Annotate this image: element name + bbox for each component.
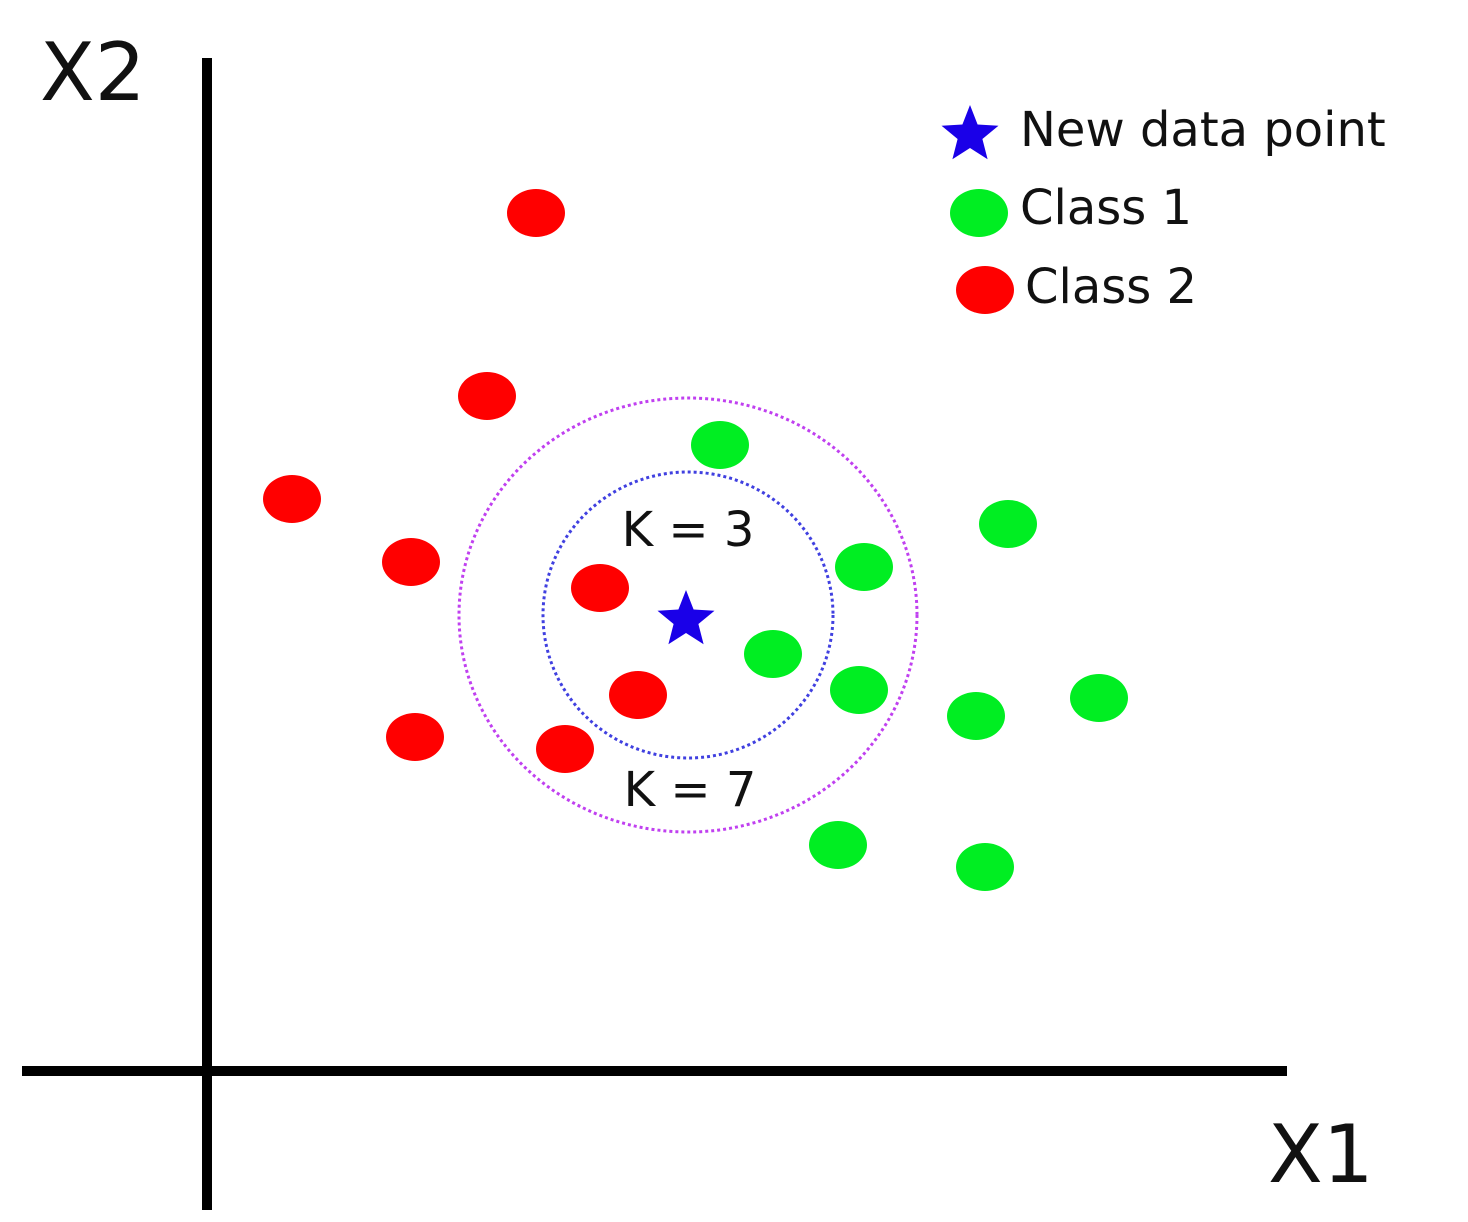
x-axis-title: X1 xyxy=(1268,1108,1374,1201)
class-2-point xyxy=(382,538,440,586)
class-1-point xyxy=(979,500,1037,548)
k7-label: K = 7 xyxy=(624,762,757,818)
class-1-point xyxy=(956,843,1014,891)
class-2-point xyxy=(609,671,667,719)
legend-swatch xyxy=(950,189,1008,237)
new-data-point xyxy=(657,590,715,645)
class-1-points xyxy=(691,421,1128,891)
class-1-point xyxy=(744,630,802,678)
class-1-point xyxy=(691,421,749,469)
legend-label: New data point xyxy=(1020,102,1386,158)
legend-star xyxy=(941,105,999,160)
y-axis-title: X2 xyxy=(40,26,146,119)
class-2-points xyxy=(263,189,667,773)
k3-circle xyxy=(541,470,835,760)
class-2-point xyxy=(536,725,594,773)
legend-label: Class 2 xyxy=(1025,259,1197,315)
class-2-point xyxy=(386,713,444,761)
k3-label: K = 3 xyxy=(622,502,755,558)
k7-circle xyxy=(457,396,919,834)
class-1-point xyxy=(809,821,867,869)
class-2-point xyxy=(507,189,565,237)
legend-swatch xyxy=(956,266,1014,314)
class-1-point xyxy=(947,692,1005,740)
legend: New data point Class 1 Class 2 xyxy=(941,102,1386,315)
class-2-point xyxy=(571,564,629,612)
class-1-point xyxy=(830,666,888,714)
class-2-point xyxy=(458,372,516,420)
class-2-point xyxy=(263,475,321,523)
class-1-point xyxy=(1070,674,1128,722)
class-1-point xyxy=(835,543,893,591)
legend-label: Class 1 xyxy=(1020,180,1192,236)
